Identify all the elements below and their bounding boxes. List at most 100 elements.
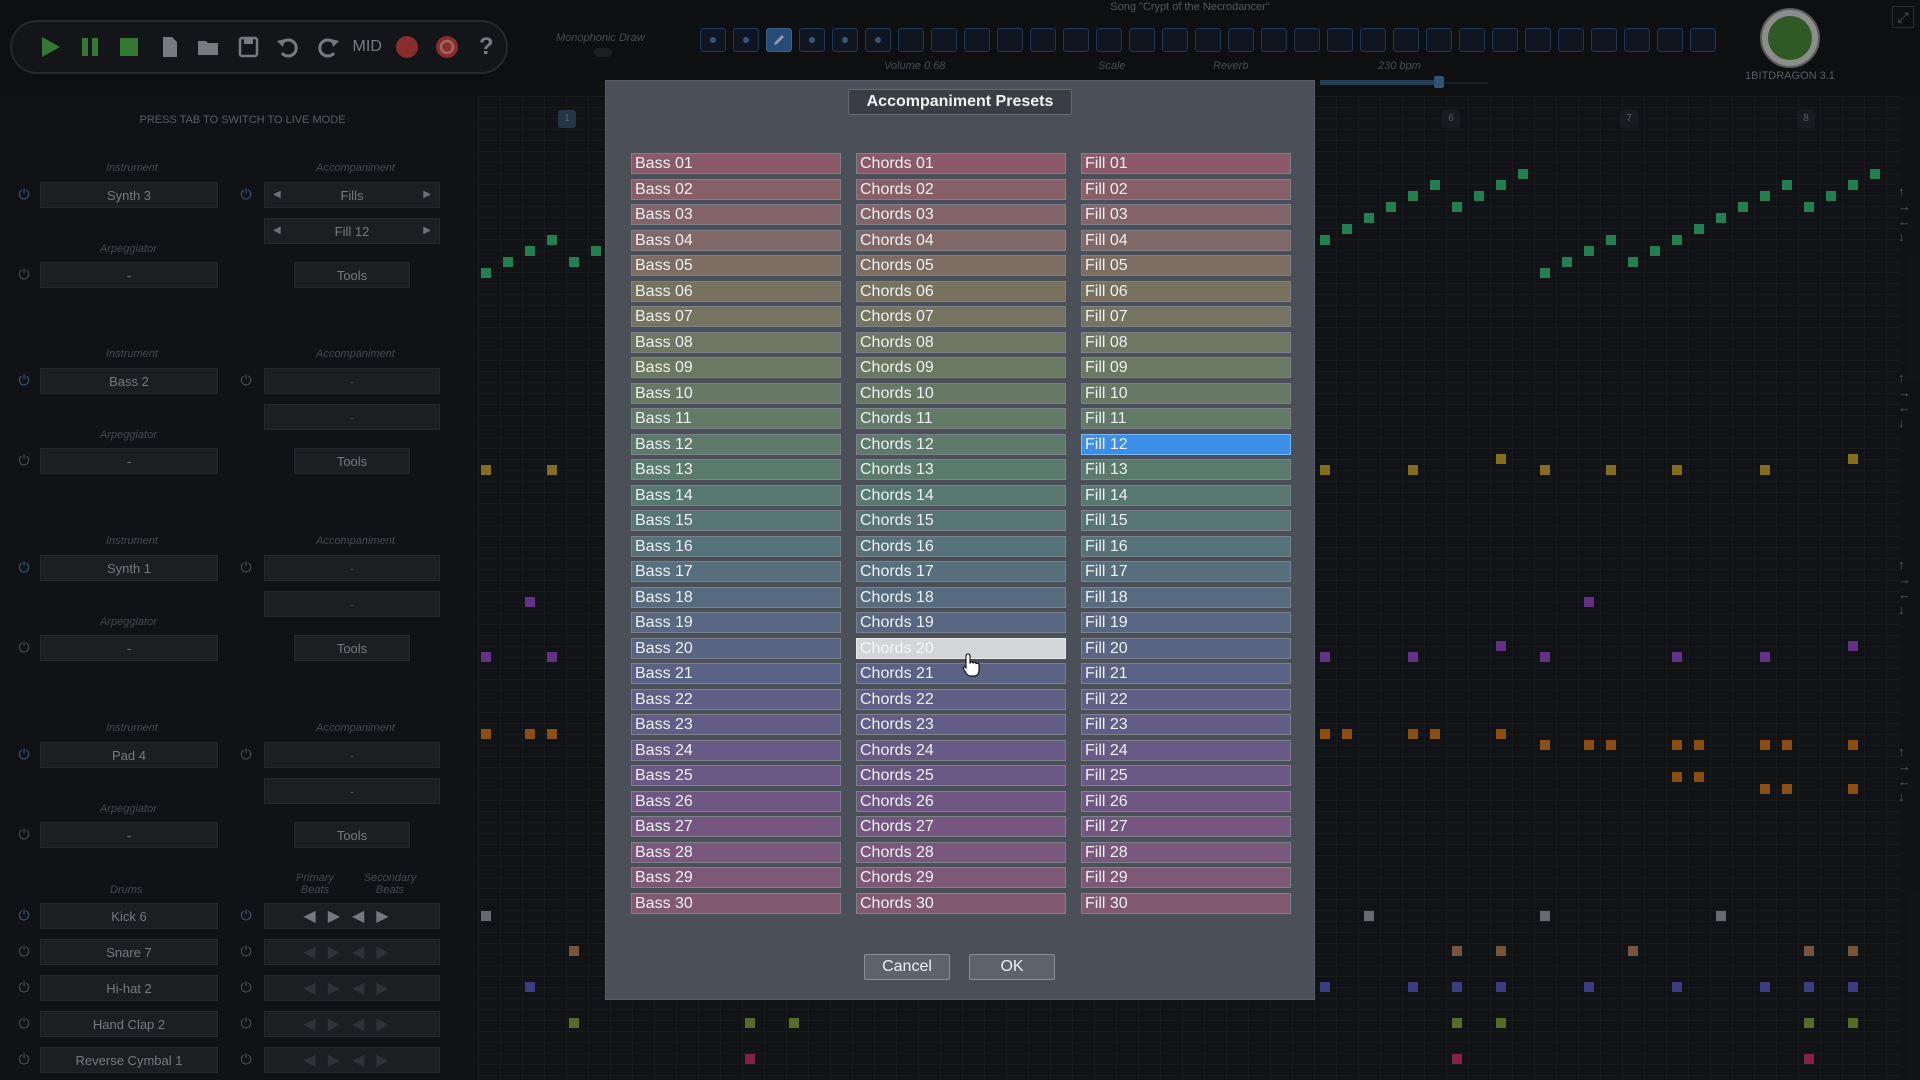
measure-marker[interactable]: 7 [1620,110,1638,128]
note[interactable] [481,465,491,475]
chords-preset-item[interactable]: Chords 25 [856,765,1066,786]
power-icon[interactable]: ⏻ [18,452,30,468]
tool-button[interactable] [964,28,990,52]
record-icon[interactable] [387,27,427,67]
fill-preset-item[interactable]: Fill 07 [1081,306,1291,327]
note[interactable] [1804,1018,1814,1028]
note[interactable] [1584,740,1594,750]
power-icon[interactable]: ⏻ [18,266,30,282]
note[interactable] [1826,191,1836,201]
note[interactable] [1540,268,1550,278]
chords-preset-item[interactable]: Chords 11 [856,408,1066,429]
tool-button[interactable] [799,28,825,52]
ok-button[interactable]: OK [969,954,1055,980]
note[interactable] [1452,946,1462,956]
note[interactable] [1408,652,1418,662]
note[interactable] [789,1018,799,1028]
power-icon[interactable]: ⏻ [18,1015,30,1031]
chords-preset-item[interactable]: Chords 27 [856,816,1066,837]
fill-preset-item[interactable]: Fill 26 [1081,790,1291,812]
fill-preset-item[interactable]: Fill 20 [1081,637,1291,659]
chords-preset-item[interactable]: Chords 29 [856,867,1066,888]
note[interactable] [1782,784,1792,794]
note[interactable] [1540,911,1550,921]
accompaniment-preset-select[interactable]: - [264,591,440,617]
tool-button[interactable] [832,28,858,52]
fill-preset-item[interactable]: Fill 10 [1081,382,1291,404]
accompaniment-select[interactable]: - [264,742,440,768]
fill-preset-item[interactable]: Fill 01 [1081,153,1291,174]
tool-button[interactable] [1426,28,1452,52]
tool-button[interactable] [1195,28,1221,52]
chords-preset-item[interactable]: Chords 28 [856,841,1066,863]
power-icon[interactable]: ⏻ [240,907,252,923]
fill-preset-item[interactable]: Fill 21 [1081,663,1291,684]
chords-preset-item[interactable]: Chords 14 [856,484,1066,506]
note[interactable] [1408,465,1418,475]
pencil-icon[interactable] [766,28,792,52]
beats-stepper[interactable]: ◀▶◀▶ [264,939,440,965]
bass-preset-item[interactable]: Bass 29 [631,867,841,888]
tool-button[interactable] [1294,28,1320,52]
note[interactable] [1760,652,1770,662]
note[interactable] [1540,740,1550,750]
power-icon[interactable]: ⏻ [240,943,252,959]
chords-preset-item[interactable]: Chords 18 [856,586,1066,608]
chords-preset-item[interactable]: Chords 07 [856,306,1066,327]
note[interactable] [547,729,557,739]
note[interactable] [1848,740,1858,750]
cancel-button[interactable]: Cancel [864,954,950,980]
bass-preset-item[interactable]: Bass 10 [631,382,841,404]
fill-preset-item[interactable]: Fill 04 [1081,229,1291,251]
note[interactable] [1584,246,1594,256]
drum-select[interactable]: Hi-hat 2 [40,975,218,1001]
tool-button[interactable] [1360,28,1386,52]
bass-preset-item[interactable]: Bass 11 [631,408,841,429]
tools-button[interactable]: Tools [294,635,410,661]
bpm-slider-handle[interactable] [1434,76,1444,88]
note[interactable] [1320,465,1330,475]
beats-stepper[interactable]: ◀▶◀▶ [264,1047,440,1073]
tool-button[interactable] [1327,28,1353,52]
note[interactable] [1738,202,1748,212]
fill-preset-item[interactable]: Fill 02 [1081,178,1291,200]
fill-preset-item[interactable]: Fill 13 [1081,459,1291,480]
note[interactable] [481,268,491,278]
fill-preset-item[interactable]: Fill 19 [1081,612,1291,633]
power-icon[interactable]: ⏻ [18,372,30,388]
bass-preset-item[interactable]: Bass 26 [631,790,841,812]
track-scroll-arrows[interactable]: ↑ → ← ↓ [1898,370,1911,430]
note[interactable] [503,257,513,267]
chords-preset-item[interactable]: Chords 22 [856,688,1066,710]
tool-button[interactable] [1261,28,1287,52]
note[interactable] [1760,784,1770,794]
note[interactable] [1584,597,1594,607]
chords-preset-item[interactable]: Chords 15 [856,510,1066,531]
note[interactable] [481,652,491,662]
note[interactable] [1540,465,1550,475]
loop-icon[interactable] [427,27,467,67]
tool-button[interactable] [1096,28,1122,52]
note[interactable] [1474,191,1484,201]
tool-button[interactable] [1525,28,1551,52]
note[interactable] [1452,982,1462,992]
note[interactable] [547,465,557,475]
bass-preset-item[interactable]: Bass 04 [631,229,841,251]
drum-select[interactable]: Reverse Cymbal 1 [40,1047,218,1073]
bass-preset-item[interactable]: Bass 20 [631,637,841,659]
chords-preset-item[interactable]: Chords 16 [856,535,1066,557]
tool-button[interactable] [865,28,891,52]
note[interactable] [547,652,557,662]
drum-select[interactable]: Kick 6 [40,903,218,929]
bass-preset-item[interactable]: Bass 19 [631,612,841,633]
note[interactable] [1496,946,1506,956]
fill-preset-item[interactable]: Fill 25 [1081,765,1291,786]
instrument-select[interactable]: Synth 1 [40,555,218,581]
accompaniment-preset-select[interactable]: - [264,404,440,430]
arpeggiator-select[interactable]: - [40,822,218,848]
power-icon[interactable]: ⏻ [240,559,252,575]
note[interactable] [1364,213,1374,223]
note[interactable] [1716,911,1726,921]
note[interactable] [1804,946,1814,956]
note[interactable] [1694,224,1704,234]
